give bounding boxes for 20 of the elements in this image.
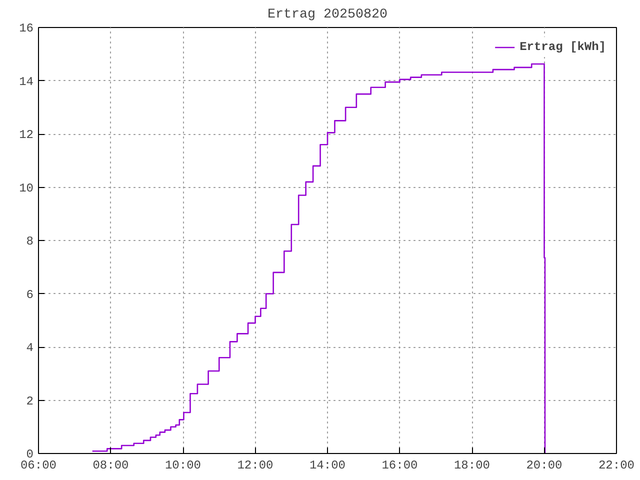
y-tick-label: 16: [19, 22, 34, 36]
x-tick-label: 12:00: [237, 458, 274, 472]
x-tick-label: 16:00: [382, 458, 418, 472]
x-tick-label: 06:00: [20, 458, 57, 472]
x-tick-label: 14:00: [309, 458, 346, 472]
y-tick-label: 4: [26, 341, 34, 355]
x-tick-label: 08:00: [92, 458, 129, 472]
x-tick-label: 22:00: [598, 458, 635, 472]
legend-label: Ertrag [kWh]: [520, 40, 606, 54]
x-tick-label: 18:00: [454, 458, 490, 472]
x-tick-label: 20:00: [526, 458, 562, 472]
y-tick-label: 12: [19, 128, 34, 142]
y-tick-label: 6: [26, 288, 34, 302]
y-tick-label: 10: [19, 181, 34, 196]
y-tick-label: 2: [26, 394, 34, 408]
y-tick-label: 0: [26, 448, 34, 462]
chart-title: Ertrag 20250820: [268, 8, 388, 22]
y-tick-label: 8: [26, 234, 34, 248]
x-tick-label: 10:00: [164, 458, 202, 472]
y-tick-label: 14: [19, 74, 34, 89]
